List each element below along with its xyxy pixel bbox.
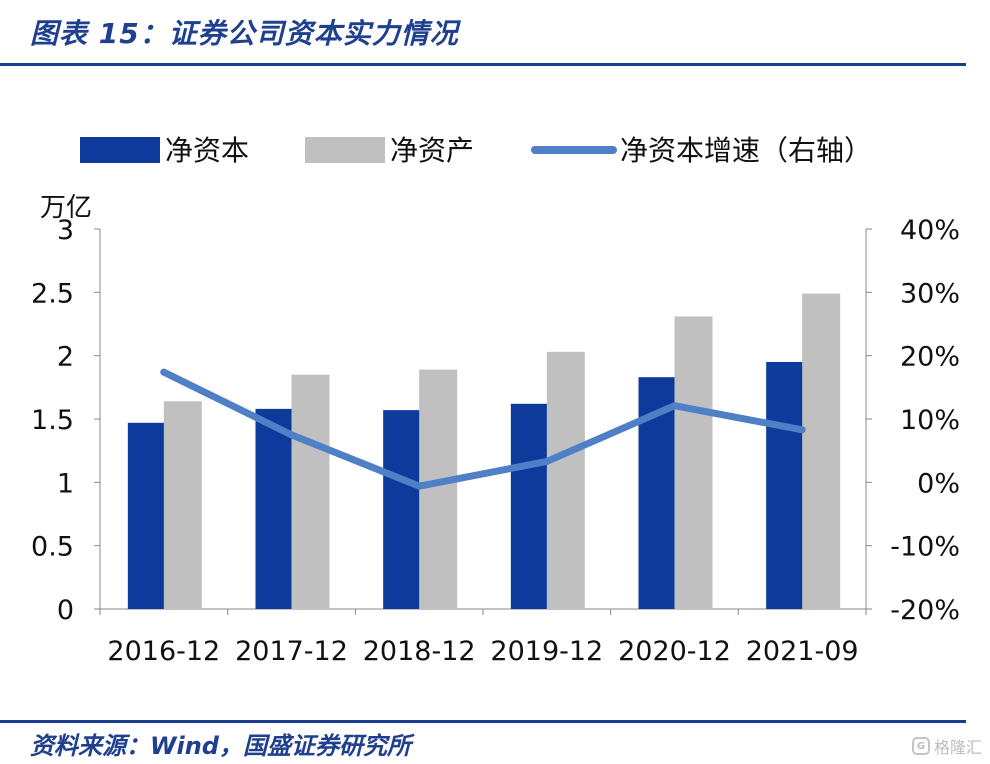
right-tick-label: 20% (900, 342, 960, 373)
x-tick-label: 2017-12 (235, 636, 348, 667)
line-series (160, 368, 806, 490)
left-tick-label: 0 (57, 595, 74, 626)
growth-point (543, 457, 551, 465)
bar-net-assets (163, 401, 202, 609)
x-tick-label: 2016-12 (107, 636, 220, 667)
legend-swatch (305, 137, 385, 163)
watermark: G 格隆汇 (911, 734, 982, 758)
growth-point (160, 368, 168, 376)
bar-net-capital (255, 408, 294, 609)
right-tick-label: 0% (917, 468, 960, 499)
x-tick-label: 2018-12 (363, 636, 476, 667)
chart-axes: 0 0.5 1 1.5 2 2.5 3万亿 -20% -10% 0% 10% 20% 30% 40% 201… (31, 193, 960, 667)
bar-net-capital (127, 422, 166, 609)
left-tick-label: 2 (57, 342, 74, 373)
watermark-logo-icon: G (911, 737, 930, 755)
legend-label: 净资产 (390, 134, 474, 167)
legend-label: 净资本增速（右轴） (620, 134, 872, 167)
left-axis-unit-label: 万亿 (40, 193, 92, 223)
bar-net-assets (546, 351, 585, 609)
bar-net-assets (291, 374, 330, 609)
bar-net-assets (802, 293, 841, 609)
chart-figure-title: 图表 15：证券公司资本实力情况 (30, 17, 459, 50)
growth-point (415, 482, 423, 490)
left-tick-label: 3 (57, 215, 74, 246)
growth-line (160, 368, 806, 490)
legend-item-net-capital: 净资本 (80, 134, 249, 167)
left-tick-label: 1 (57, 468, 74, 499)
bar-net-assets (419, 369, 458, 609)
bar-series (127, 293, 841, 609)
bar-net-capital (383, 410, 422, 609)
growth-point (798, 426, 806, 434)
right-tick-label: -20% (890, 595, 960, 626)
left-tick-label: 1.5 (31, 405, 74, 436)
watermark-text: 格隆汇 (933, 738, 982, 757)
chart-area: 净资本 净资产 净资本增速（右轴） 00.511.522.53万亿-20%-10%0… (31, 134, 960, 667)
legend-item-net-assets: 净资产 (305, 134, 474, 167)
source-note: 资料来源：Wind，国盛证券研究所 (30, 732, 411, 760)
legend-swatch (80, 137, 160, 163)
x-tick-label: 2020-12 (618, 636, 731, 667)
growth-point (288, 431, 295, 439)
legend-label: 净资本 (165, 134, 249, 167)
legend: 净资本 净资产 净资本增速（右轴） (80, 134, 872, 167)
x-tick-label: 2021-09 (746, 636, 859, 667)
right-tick-label: 30% (900, 278, 960, 309)
right-tick-label: -10% (890, 532, 960, 563)
left-tick-label: 0.5 (31, 532, 74, 563)
right-tick-label: 40% (900, 215, 960, 246)
growth-point (671, 402, 678, 410)
legend-item-growth: 净资本增速（右轴） (531, 134, 872, 167)
header-divider (0, 63, 966, 66)
bar-net-capital (766, 362, 805, 609)
left-tick-label: 2.5 (31, 278, 74, 309)
bar-net-assets (674, 316, 713, 609)
footer-divider (0, 720, 966, 723)
bar-net-capital (510, 403, 549, 609)
x-tick-label: 2019-12 (490, 636, 603, 667)
right-tick-label: 10% (900, 405, 960, 436)
